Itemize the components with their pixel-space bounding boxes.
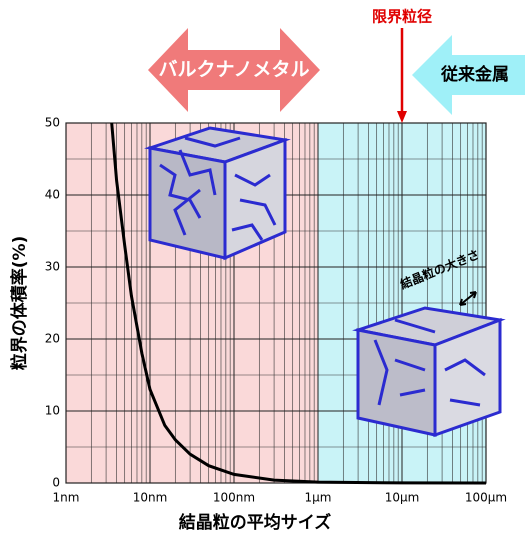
y-tick-label: 30: [45, 260, 60, 274]
plot-frame: [65, 122, 487, 484]
y-tick-label: 40: [45, 188, 60, 202]
cube-grains: [373, 318, 486, 407]
cube-large-grains: [352, 306, 506, 438]
x-tick-label: 10nm: [133, 491, 168, 505]
x-tick-label: 1nm: [53, 491, 80, 505]
x-tick-label: 100μm: [465, 491, 507, 505]
x-tick-label: 1μm: [305, 491, 332, 505]
range-arrow: [148, 28, 320, 112]
x-tick-label: 10μm: [385, 491, 420, 505]
cube-small-grains: [144, 126, 291, 261]
cube-left: [356, 328, 437, 437]
y-tick-label: 50: [45, 116, 60, 130]
critical-size-arrowhead: [397, 111, 407, 123]
curve: [110, 122, 487, 485]
critical-size-label: 限界粒径: [372, 8, 432, 26]
x-axis-label: 結晶粒の平均サイズ: [179, 512, 332, 533]
grain-size-arrow: [459, 291, 477, 306]
x-tick-label: 100nm: [213, 491, 255, 505]
y-tick-label: 20: [45, 332, 60, 346]
range-label: バルクナノメタル: [158, 59, 309, 81]
y-axis-label: 粒界の体積率(%): [9, 236, 30, 371]
range-arrow: [412, 35, 525, 115]
y-tick-label: 10: [45, 404, 60, 418]
cube-grains: [159, 136, 277, 241]
cube-right: [433, 317, 502, 438]
range-label: 従来金属: [440, 64, 509, 85]
y-tick-label: 0: [52, 476, 60, 490]
